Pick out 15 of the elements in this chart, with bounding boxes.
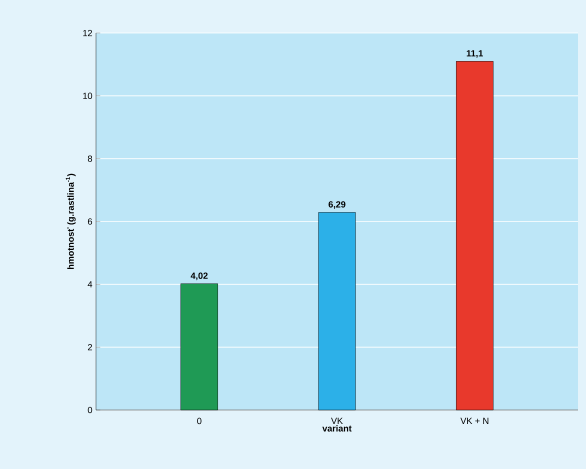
- data-label: 11,1: [466, 50, 483, 58]
- x-tick-label: 0: [197, 418, 202, 424]
- x-tick-label: VK: [331, 418, 343, 424]
- data-label: 4,02: [190, 272, 208, 280]
- y-tick-label: 4: [88, 281, 92, 288]
- y-axis-title: hmotnosť (g.rastlina$^{-1}$): [66, 174, 76, 270]
- y-tick-label: 10: [83, 92, 92, 100]
- data-label: 6,29: [328, 201, 346, 209]
- y-tick-label: 8: [88, 155, 92, 162]
- y-tick-label: 2: [88, 344, 92, 350]
- y-tick-label: 6: [88, 218, 92, 225]
- x-tick-label: VK + N: [460, 418, 488, 424]
- x-axis-title: variant: [322, 424, 352, 432]
- y-tick-label: 0: [88, 406, 92, 414]
- y-tick-label: 12: [83, 30, 92, 36]
